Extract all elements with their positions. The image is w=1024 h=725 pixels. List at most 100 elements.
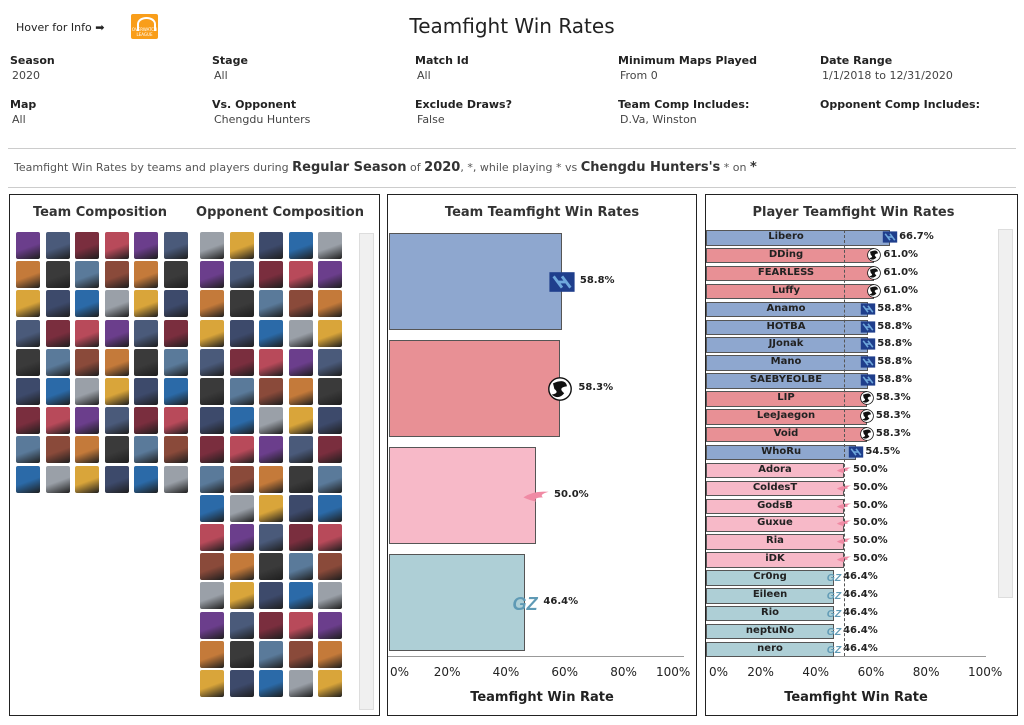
hero-portrait-icon (259, 465, 283, 493)
hero-portrait-icon (200, 611, 224, 639)
player-value-label: 46.4% (843, 571, 878, 583)
player-name-label: DDing (768, 248, 804, 260)
composition-scrollbar[interactable] (359, 233, 374, 710)
navy-x-team-icon (861, 356, 876, 368)
filter-value[interactable]: D.Va, Winston (620, 113, 697, 126)
gz-team-icon: GZ (827, 609, 842, 620)
player-chart-x-tick: 80% (912, 665, 940, 679)
filter-label: Opponent Comp Includes: (820, 98, 980, 111)
filter-label: Stage (212, 54, 248, 67)
team-bar[interactable] (389, 447, 536, 544)
hero-portrait-icon (200, 494, 224, 522)
svg-text:GZ: GZ (513, 594, 539, 614)
team-bar[interactable] (389, 340, 561, 437)
team-chart-x-tick: 80% (610, 665, 637, 679)
hero-portrait-icon (200, 232, 224, 259)
player-name-label: LeeJaegon (756, 410, 816, 421)
player-bar[interactable] (706, 605, 835, 622)
hero-portrait-icon (75, 232, 99, 259)
hero-portrait-icon (229, 670, 254, 697)
hero-portrait-icon (163, 232, 188, 259)
dragon-team-icon (867, 283, 882, 298)
hero-portrait-icon (229, 232, 254, 259)
player-chart-x-tick: 40% (802, 665, 830, 679)
player-name-label: ColdesT (752, 481, 798, 493)
filter-value[interactable]: All (417, 69, 431, 82)
team-chart-x-tick: 20% (433, 665, 461, 679)
player-winrate-panel: Player Teamfight Win Rates Libero 66.7% DD… (705, 194, 1018, 716)
team-bar-label: 58.8% (579, 274, 615, 286)
player-name-label: Luffy (771, 284, 801, 296)
player-value-label: 58.8% (877, 374, 912, 386)
hero-portrait-icon (229, 582, 254, 610)
description-box: Teamfight Win Rates by teams and players… (8, 148, 1016, 188)
team-chart-x-axis-title: Teamfight Win Rate (470, 690, 614, 705)
hero-portrait-icon (229, 611, 254, 639)
filter-value[interactable]: 2020 (12, 69, 40, 82)
player-bar[interactable] (706, 570, 835, 586)
logo-caption: OVERWATCH LEAGUE (131, 27, 158, 37)
hero-portrait-icon (259, 348, 283, 376)
hero-portrait-icon (163, 261, 188, 289)
description-text: Teamfight Win Rates by teams and players… (14, 160, 757, 175)
hero-portrait-icon (45, 319, 70, 347)
hero-portrait-icon (134, 261, 158, 289)
hero-portrait-icon (134, 407, 158, 435)
filter-value[interactable]: 1/1/2018 to 12/31/2020 (822, 69, 953, 82)
hero-portrait-icon (16, 348, 40, 376)
hero-portrait-icon (75, 407, 99, 435)
hero-portrait-icon (288, 670, 313, 697)
hero-portrait-icon (259, 582, 283, 610)
player-name-label: Rio (761, 606, 780, 618)
gz-team-icon: GZ (513, 594, 539, 614)
filter-value[interactable]: All (12, 113, 26, 126)
hero-portrait-icon (229, 553, 254, 581)
player-value-label: 61.0% (883, 284, 919, 296)
hero-portrait-icon (200, 319, 224, 347)
player-bar[interactable] (706, 588, 835, 604)
team-bar-label: 46.4% (543, 595, 579, 607)
hero-portrait-icon (200, 290, 224, 318)
filter-value[interactable]: False (417, 113, 445, 126)
overwatch-league-logo: OVERWATCH LEAGUE (131, 14, 158, 39)
player-bar[interactable] (706, 623, 835, 640)
hero-portrait-icon (259, 611, 283, 639)
hero-portrait-icon (229, 348, 254, 376)
hero-portrait-icon (229, 378, 254, 405)
player-name-label: Guxue (757, 517, 793, 529)
team-bar[interactable] (389, 554, 526, 651)
team-winrate-panel: Team Teamfight Win Rates 58.8% 58.3% 50.0%… (387, 194, 697, 716)
hero-portrait-icon (16, 232, 40, 259)
hero-portrait-icon (75, 436, 99, 464)
hero-portrait-icon (200, 348, 224, 376)
player-bar[interactable] (706, 641, 835, 658)
hero-portrait-icon (318, 319, 342, 347)
hero-portrait-icon (75, 319, 99, 347)
hero-portrait-icon (134, 436, 158, 464)
gz-team-icon: GZ (827, 627, 842, 638)
team-chart-x-tick: 100% (656, 665, 691, 679)
player-value-label: 50.0% (853, 481, 888, 493)
player-name-label: neptuNo (745, 624, 795, 636)
player-chart-x-tick: 100% (968, 665, 1003, 679)
player-value-label: 50.0% (853, 463, 888, 475)
player-chart-x-axis-line (706, 656, 986, 657)
hero-portrait-icon (75, 290, 99, 318)
filter-value[interactable]: From 0 (620, 69, 658, 82)
hero-portrait-icon (163, 465, 188, 493)
hero-portrait-icon (200, 465, 224, 493)
hero-portrait-icon (104, 378, 129, 405)
filter-value[interactable]: Chengdu Hunters (214, 113, 311, 126)
hero-portrait-icon (104, 348, 129, 376)
player-chart-scrollbar[interactable] (998, 229, 1013, 598)
filter-value[interactable]: All (214, 69, 228, 82)
player-value-label: 50.0% (853, 517, 888, 529)
hero-portrait-icon (45, 378, 70, 405)
hero-portrait-icon (288, 290, 313, 318)
hero-portrait-icon (134, 319, 158, 347)
hover-for-info-link[interactable]: Hover for Info ➡ (16, 21, 105, 34)
player-value-label: 50.0% (853, 535, 888, 547)
hero-portrait-icon (229, 407, 254, 435)
player-value-label: 58.3% (875, 427, 911, 439)
team-bar[interactable] (389, 233, 562, 330)
